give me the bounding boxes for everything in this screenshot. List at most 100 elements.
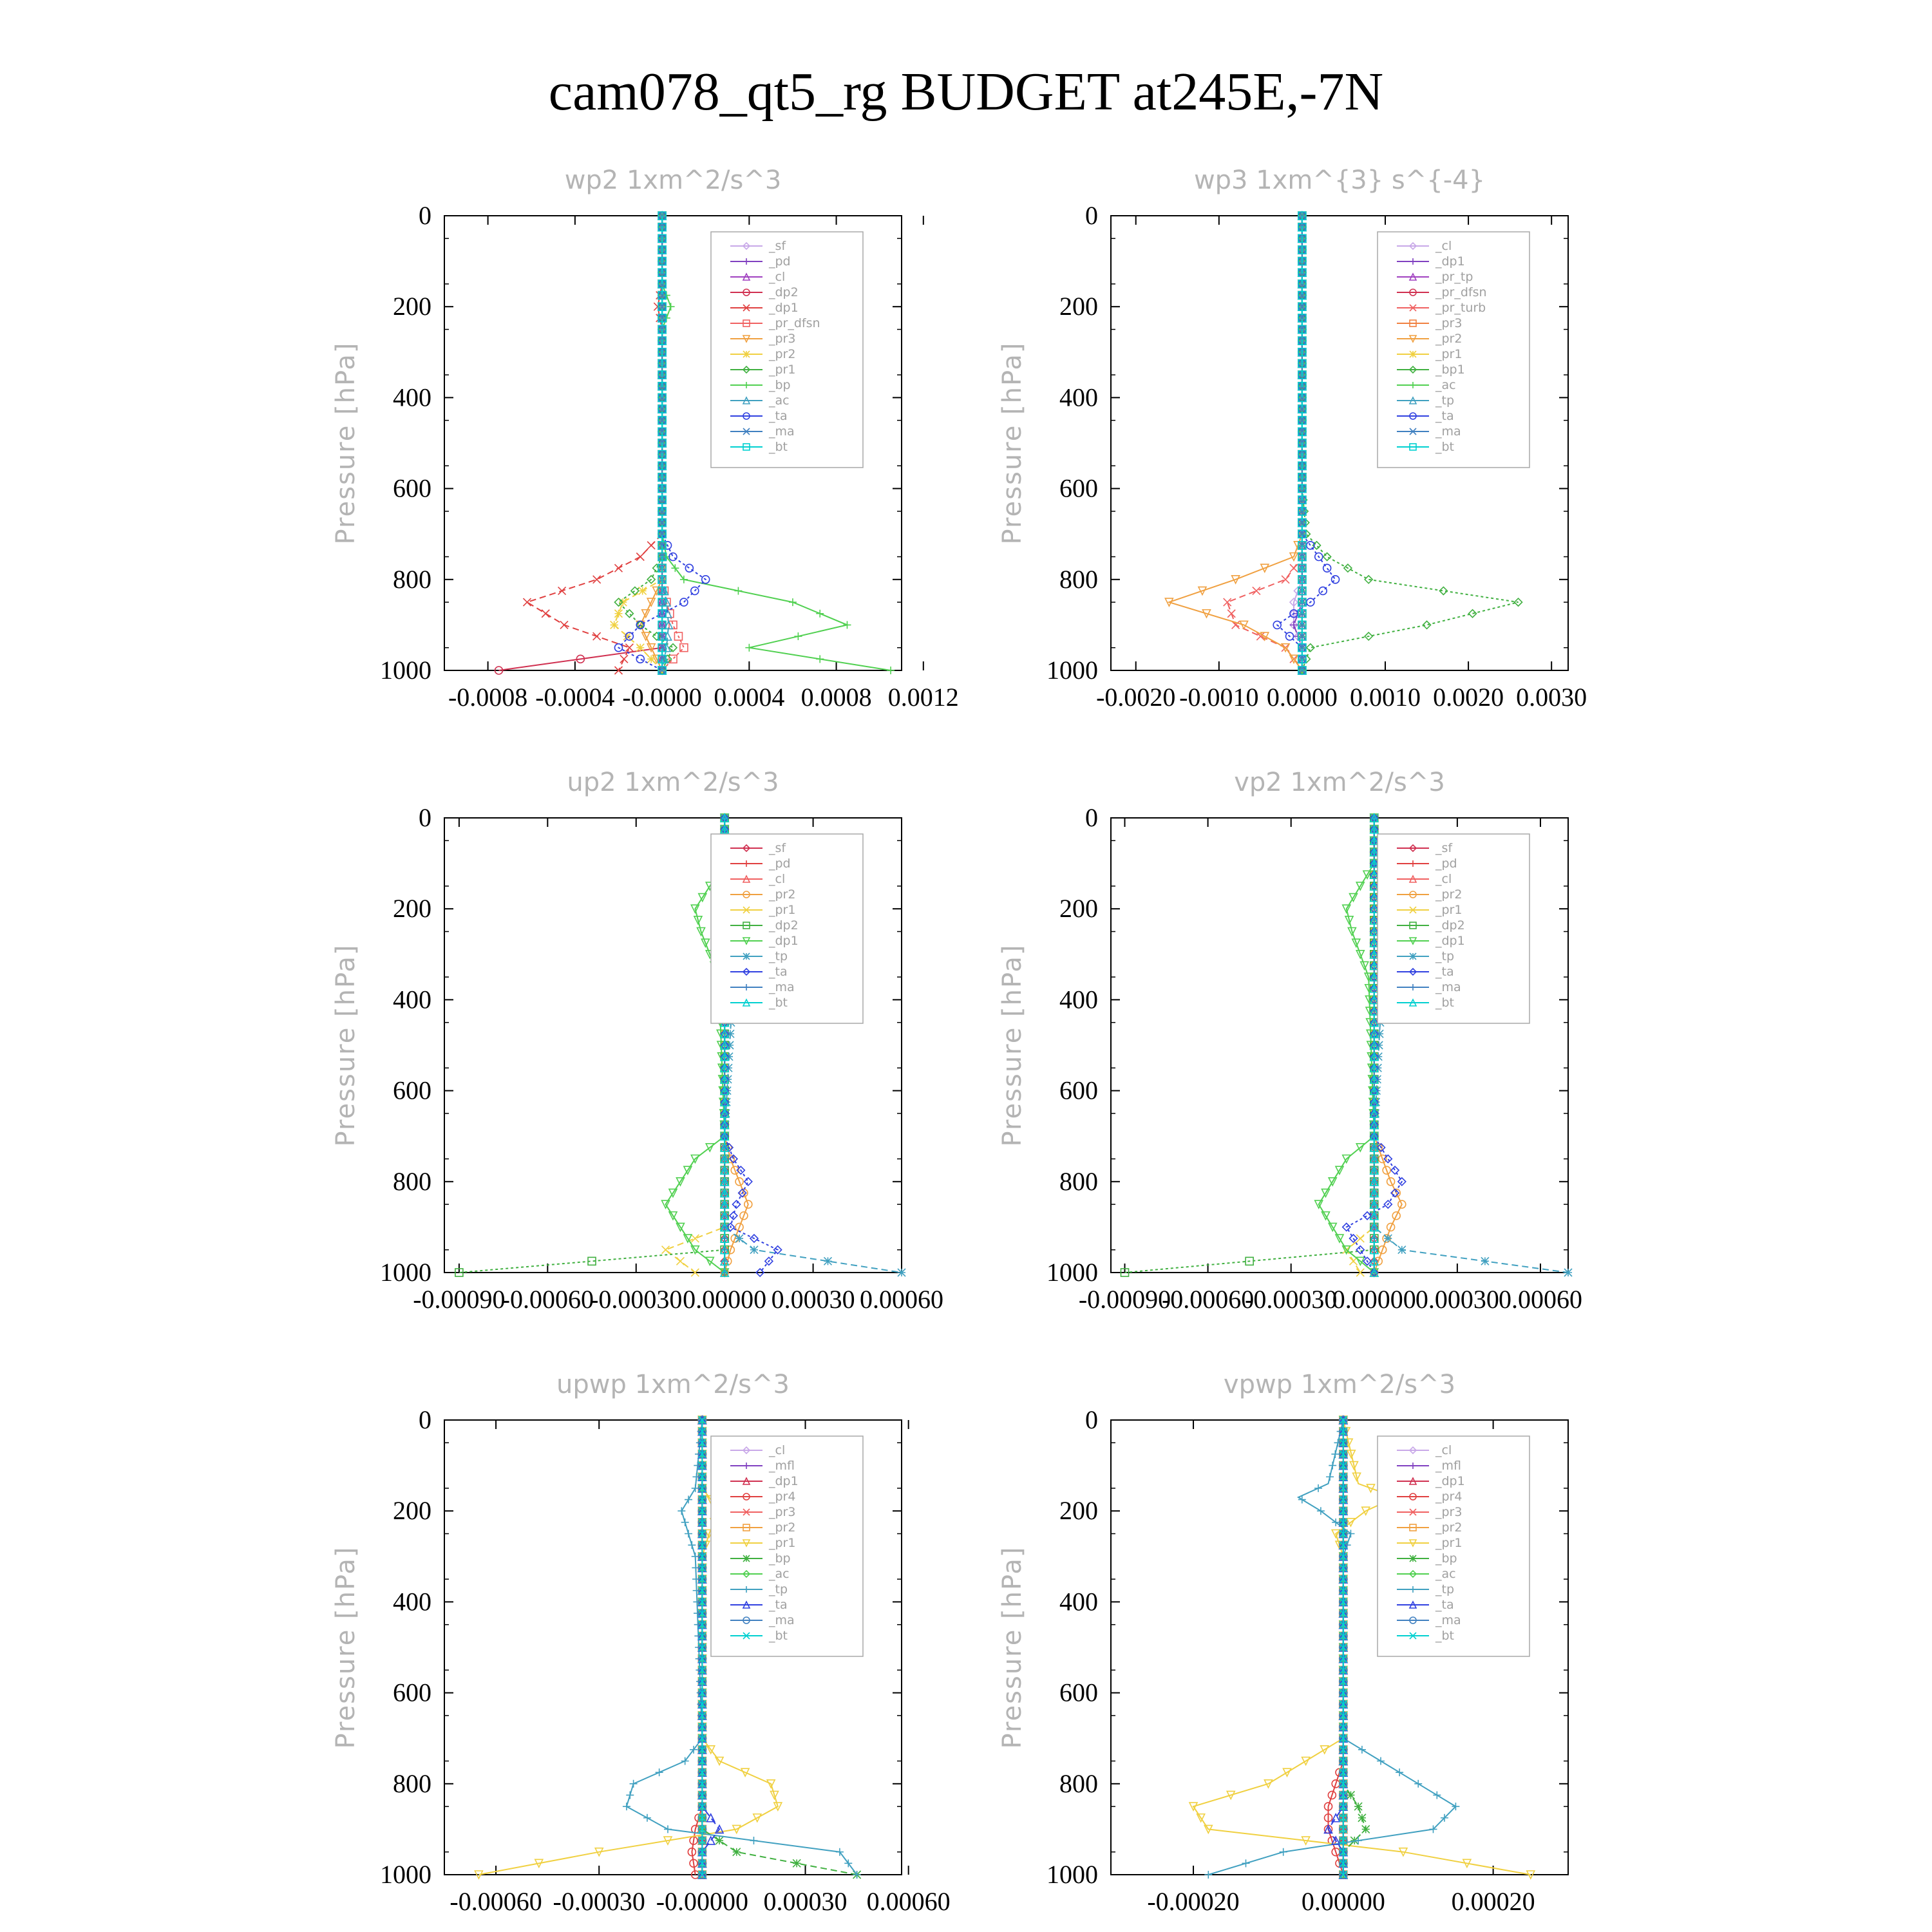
legend-label: _cl	[1435, 239, 1452, 253]
y-tick-label: 0	[1085, 201, 1098, 230]
x-tick-label: 0.0012	[888, 683, 959, 712]
y-tick-label: 0	[419, 1405, 431, 1434]
legend-label: _pr_turb	[1435, 301, 1486, 315]
legend-label: _pr3	[768, 1505, 795, 1519]
legend-label: _cl	[768, 1443, 785, 1457]
plot-frame	[444, 215, 902, 671]
series-line-ta	[1276, 216, 1336, 670]
y-tick-label: 1000	[1046, 1860, 1098, 1889]
legend-label: _ac	[1435, 378, 1456, 392]
y-tick-label: 0	[1085, 1405, 1098, 1434]
x-tick-label: 0.00000	[683, 1285, 766, 1314]
series-markers-bt	[697, 1416, 706, 1879]
legend-label: _ma	[1435, 1613, 1461, 1627]
y-tick-label: 1000	[380, 1860, 431, 1889]
legend-label: _tp	[1435, 949, 1454, 963]
legend-label: _pr_tp	[1435, 270, 1473, 284]
x-tick-label: 0.00060	[860, 1285, 943, 1314]
x-tick-label: -0.00000	[656, 1887, 748, 1916]
legend-label: _cl	[1435, 1443, 1452, 1457]
legend-label: _pr3	[768, 332, 795, 346]
x-tick-label: -0.00030	[553, 1887, 645, 1916]
panel-title: wp3 1xm^{3} s^{-4}	[1194, 166, 1485, 195]
series-markers-bt	[658, 211, 667, 675]
x-tick-label: 0.00030	[764, 1887, 848, 1916]
legend-label: _ma	[768, 1613, 795, 1627]
series-markers-dp2	[1120, 813, 1379, 1277]
legend-label: _ta	[1435, 409, 1454, 423]
y-tick-label: 800	[393, 1769, 431, 1798]
legend-label: _bt	[1435, 1629, 1454, 1643]
plot-frame	[444, 1419, 902, 1875]
x-tick-label: -0.00020	[1147, 1887, 1239, 1916]
legend-label: _dp1	[768, 934, 799, 948]
legend-label: _pr1	[1435, 1536, 1462, 1550]
panel-2: wp3 1xm^{3} s^{-4} Pressure [hPa] 0 200 400 6…	[998, 166, 1587, 712]
series-markers-bt	[1369, 813, 1379, 1277]
panel-title: wp2 1xm^2/s^3	[565, 166, 782, 195]
y-tick-label: 1000	[1046, 1258, 1098, 1287]
legend-label: _pr1	[1435, 903, 1462, 917]
legend-label: _pd	[1435, 857, 1457, 871]
y-tick-label: 400	[393, 383, 431, 412]
y-tick-label: 400	[1059, 1587, 1098, 1616]
legend-label: _cl	[768, 872, 785, 886]
legend-box	[1377, 231, 1530, 468]
legend-label: _bp	[1435, 1551, 1457, 1566]
legend-label: _ma	[768, 980, 795, 994]
x-tick-label: 0.00000	[1332, 1285, 1416, 1314]
y-tick-label: 0	[419, 803, 431, 832]
panel-4: vp2 1xm^2/s^3 Pressure [hPa] 0 200 400 600 800…	[998, 768, 1582, 1314]
y-axis-label: Pressure [hPa]	[998, 342, 1027, 545]
legend-label: _bt	[768, 1629, 788, 1643]
y-tick-label: 200	[1059, 292, 1098, 321]
panel-title: up2 1xm^2/s^3	[567, 768, 779, 797]
x-tick-label: -0.00060	[1162, 1285, 1254, 1314]
x-tick-label: -0.00060	[450, 1887, 542, 1916]
y-tick-label: 600	[1059, 474, 1098, 503]
y-tick-label: 1000	[380, 1258, 431, 1287]
legend-label: _sf	[768, 239, 786, 253]
y-tick-label: 400	[1059, 383, 1098, 412]
panel-title: vpwp 1xm^2/s^3	[1224, 1370, 1455, 1399]
legend-label: _dp2	[768, 285, 799, 299]
series-line-pr_turb	[1226, 216, 1303, 671]
legend-label: _bt	[768, 996, 788, 1010]
legend-label: _dp1	[1435, 934, 1465, 948]
legend-label: _pd	[768, 254, 791, 269]
y-tick-label: 200	[393, 1496, 431, 1525]
panel-title: vp2 1xm^2/s^3	[1234, 768, 1445, 797]
legend-label: _bt	[1435, 440, 1454, 454]
series-markers-bt	[1298, 211, 1307, 675]
legend-box	[1377, 833, 1530, 1024]
legend-label: _pr2	[1435, 1520, 1462, 1535]
legend: _sf _pd_cl_pr2_pr1_dp2_dp1_tp _ta_ma _bt	[710, 833, 864, 1024]
legend: _sf_pd_cl_dp2 _dp1_pr_dfsn _pr3_pr2 _pr1_bp…	[710, 231, 864, 468]
y-tick-label: 600	[1059, 1076, 1098, 1105]
x-tick-label: -0.00030	[1245, 1285, 1337, 1314]
legend-label: _dp1	[1435, 254, 1465, 269]
series-markers-pr2	[1164, 211, 1307, 676]
legend-label: _pd	[768, 857, 791, 871]
legend-label: _dp1	[768, 1474, 799, 1488]
series-markers-bt	[1339, 1416, 1348, 1879]
legend-label: _ta	[768, 965, 788, 979]
y-tick-label: 200	[1059, 1496, 1098, 1525]
x-tick-label: -0.00090	[1079, 1285, 1171, 1314]
legend-label: _pr_dfsn	[768, 316, 820, 330]
legend-label: _ma	[768, 424, 795, 439]
x-tick-label: -0.00060	[502, 1285, 594, 1314]
y-axis-label: Pressure [hPa]	[331, 944, 361, 1147]
legend-label: _pr3	[1435, 1505, 1462, 1519]
legend: _sf _pd_cl_pr2_pr1_dp2_dp1_tp _ta_ma _bt	[1377, 833, 1530, 1024]
y-tick-label: 400	[393, 1587, 431, 1616]
series-markers-dp1	[1314, 813, 1379, 1278]
y-tick-label: 800	[1059, 1769, 1098, 1798]
x-tick-label: 0.0020	[1433, 683, 1504, 712]
y-tick-label: 600	[393, 1076, 431, 1105]
series-group	[474, 1415, 862, 1880]
legend-label: _sf	[768, 841, 786, 855]
series-group	[1188, 1415, 1536, 1880]
y-tick-label: 800	[393, 1167, 431, 1196]
series-markers-pr1	[614, 211, 678, 676]
